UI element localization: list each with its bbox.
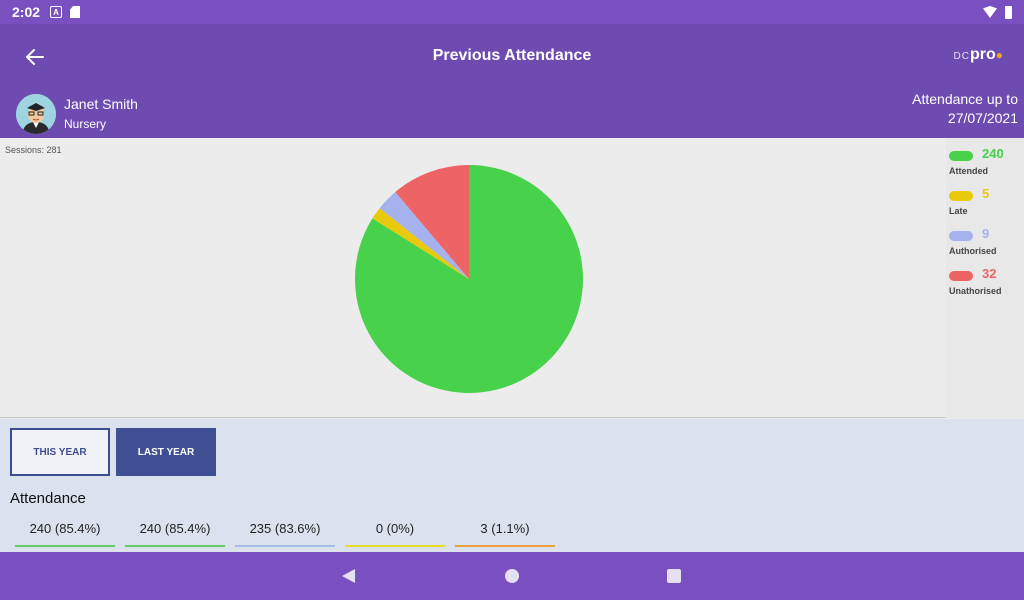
attendance-up-to: Attendance up to 27/07/2021 xyxy=(912,90,1018,128)
brand-prefix: DC xyxy=(953,51,970,62)
nav-recent-apps-icon[interactable] xyxy=(667,569,681,583)
student-class: Nursery xyxy=(64,117,107,131)
avatar xyxy=(16,94,56,134)
last-year-button[interactable]: LAST YEAR xyxy=(116,428,216,476)
status-right xyxy=(983,5,1012,19)
attendance-heading: Attendance xyxy=(10,490,86,507)
pie-slice-unathorised xyxy=(395,165,469,279)
legend-label-late: Late xyxy=(949,206,968,216)
brand-dot-icon: ● xyxy=(995,48,1004,62)
app-bar: Previous Attendance DCpro● Janet Smith N… xyxy=(0,24,1024,138)
arrow-left-icon xyxy=(26,49,44,65)
stat-cell: 240 (85.4%) xyxy=(125,515,225,547)
battery-icon xyxy=(1005,5,1012,19)
legend-value-late: 5 xyxy=(982,186,990,201)
attendance-up-to-label: Attendance up to xyxy=(912,91,1018,107)
notification-icon: A xyxy=(50,6,63,18)
brand-logo: DCpro● xyxy=(954,46,1004,64)
legend-panel: 240 Attended 5 Late 9 Authorised 32 Unat… xyxy=(946,138,1024,418)
page-title: Previous Attendance xyxy=(432,47,592,64)
this-year-button[interactable]: THIS YEAR xyxy=(10,428,110,476)
brand-name: pro xyxy=(969,46,996,63)
system-nav-bar xyxy=(0,552,1024,600)
chart-area: Sessions: 281 240 Attended 5 Late 9 Auth… xyxy=(0,138,1024,418)
attendance-up-to-date: 27/07/2021 xyxy=(947,110,1018,126)
wifi-icon xyxy=(983,6,997,18)
status-bar: 2:02 A xyxy=(0,0,1024,24)
back-button[interactable] xyxy=(20,42,50,72)
legend-value-unauthorised: 32 xyxy=(982,266,997,281)
student-avatar-icon xyxy=(16,94,56,134)
pie-slice-late xyxy=(372,208,469,279)
nav-home-icon[interactable] xyxy=(505,569,519,583)
sessions-label: Sessions: 281 xyxy=(5,145,62,155)
nav-back-icon[interactable] xyxy=(342,569,355,583)
student-name: Janet Smith xyxy=(64,96,138,112)
pie-slice-authorised xyxy=(379,192,469,279)
status-time: 2:02 xyxy=(12,4,41,20)
legend-label-attended: Attended xyxy=(949,166,988,176)
stat-cell: 0 (0%) xyxy=(345,515,445,547)
stat-cell: 235 (83.6%) xyxy=(235,515,335,547)
legend-label-unauthorised: Unathorised xyxy=(949,286,1002,296)
legend-swatch-authorised xyxy=(949,231,973,241)
attendance-pie-chart xyxy=(355,165,583,393)
legend-swatch-unauthorised xyxy=(949,271,973,281)
legend-value-attended: 240 xyxy=(982,146,1004,161)
legend-swatch-attended xyxy=(949,151,973,161)
legend-value-authorised: 9 xyxy=(982,226,990,241)
legend-swatch-late xyxy=(949,191,973,201)
sd-card-icon xyxy=(70,6,81,18)
legend-label-authorised: Authorised xyxy=(949,246,997,256)
stat-cell: 240 (85.4%) xyxy=(15,515,115,547)
bottom-panel: THIS YEAR LAST YEAR Attendance 240 (85.4… xyxy=(0,419,1024,552)
stat-cell: 3 (1.1%) xyxy=(455,515,555,547)
